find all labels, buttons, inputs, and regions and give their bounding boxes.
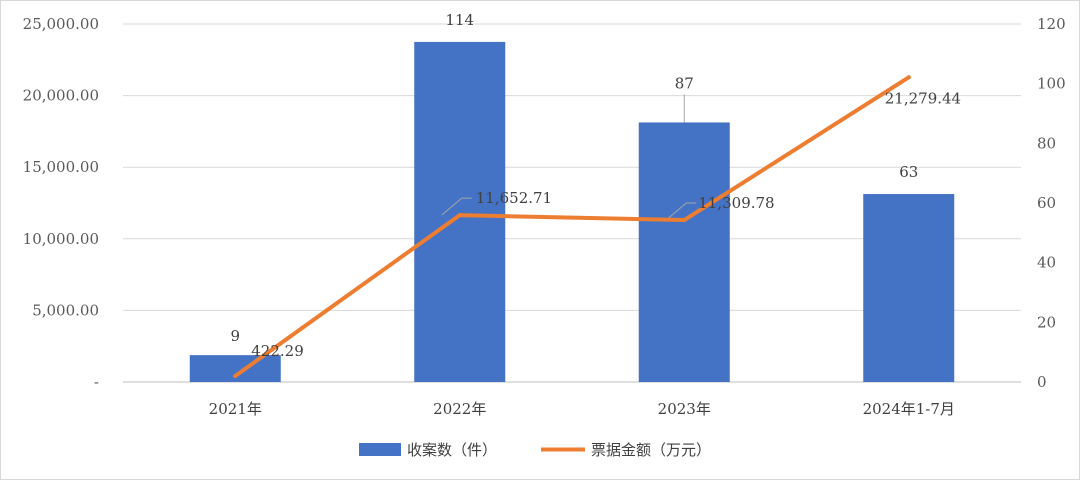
- leader-line: [665, 202, 697, 221]
- legend-bar-swatch: [359, 443, 401, 456]
- y-left-tick-label: 5,000.00: [32, 301, 99, 319]
- bar: [414, 41, 506, 383]
- line-data-label: 11,652.71: [476, 189, 552, 207]
- y-left-tick-label: 15,000.00: [23, 158, 99, 176]
- line-data-label: 21,279.44: [885, 89, 961, 107]
- x-tick-label: 2023年: [658, 400, 711, 418]
- leader-lines: [441, 94, 697, 221]
- line-point: [233, 373, 238, 378]
- y-right-tick-label: 20: [1037, 313, 1056, 331]
- legend-bar-label: 收案数（件）: [407, 441, 497, 459]
- y-right-tick-label: 80: [1037, 134, 1056, 152]
- y-right-tick-label: 100: [1037, 75, 1066, 93]
- bar: [863, 194, 955, 382]
- axis-labels: - 5,000.00 10,000.00 15,000.00 20,000.00 25,0…: [23, 15, 1066, 418]
- legend-line-label: 票据金额（万元）: [591, 441, 711, 459]
- bar-series: [189, 41, 955, 383]
- y-right-tick-label: 40: [1037, 254, 1056, 272]
- line-point: [906, 75, 911, 80]
- bar-data-label: 63: [899, 163, 918, 181]
- y-left-tick-label: 10,000.00: [23, 230, 99, 248]
- y-left-tick-label: -: [94, 373, 99, 391]
- line-path: [233, 75, 911, 378]
- x-tick-label: 2022年: [433, 400, 486, 418]
- line-series: [233, 75, 911, 378]
- y-left-tick-label: 20,000.00: [23, 87, 99, 105]
- bar-data-label: 87: [675, 74, 694, 92]
- line-point: [682, 218, 687, 223]
- line-point: [457, 213, 462, 218]
- line-data-label: 11,309.78: [698, 194, 774, 212]
- y-right-tick-label: 0: [1037, 373, 1047, 391]
- y-right-tick-label: 120: [1037, 15, 1066, 33]
- y-right-tick-label: 60: [1037, 194, 1056, 212]
- legend: 收案数（件） 票据金额（万元）: [359, 441, 711, 459]
- y-left-tick-label: 25,000.00: [23, 15, 99, 33]
- x-tick-label: 2024年1-7月: [863, 400, 955, 418]
- data-labels: 9 114 87 63 422.29 11,652.71 11,309.78 21,279.4…: [230, 11, 961, 360]
- leader-line: [441, 197, 472, 216]
- x-tick-label: 2021年: [209, 400, 262, 418]
- line-data-label: 422.29: [251, 342, 304, 360]
- bar-data-label: 114: [445, 11, 474, 29]
- bar-data-label: 9: [230, 327, 240, 345]
- bar: [638, 122, 730, 382]
